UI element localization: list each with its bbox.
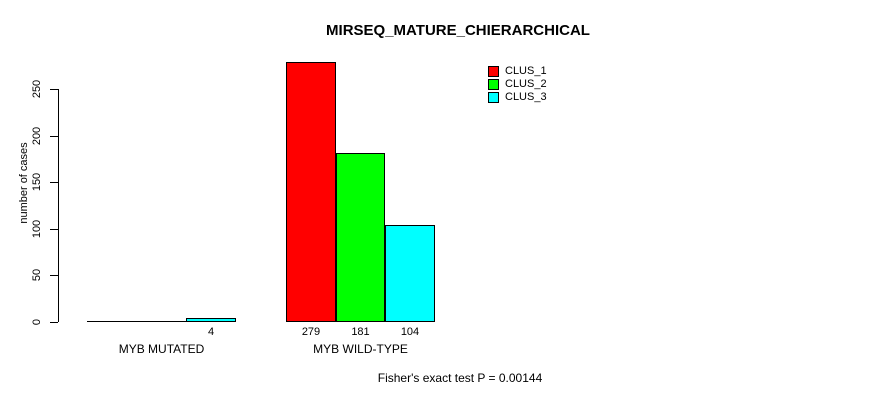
- stat-test-label: Fisher's exact test P = 0.00144: [377, 371, 543, 385]
- bar: [137, 321, 186, 322]
- legend-swatch: [488, 66, 499, 77]
- bar-value-label: 181: [351, 326, 370, 338]
- legend-item-label: CLUS_2: [505, 78, 547, 90]
- y-tick: [50, 182, 58, 183]
- legend-item-label: CLUS_3: [505, 91, 547, 103]
- y-tick: [50, 322, 58, 323]
- chart-title: MIRSEQ_MATURE_CHIERARCHICAL: [326, 22, 590, 39]
- category-label: MYB MUTATED: [118, 342, 205, 356]
- y-tick-label: 100: [31, 219, 43, 239]
- y-tick-label: 150: [31, 172, 43, 192]
- category-label: MYB WILD-TYPE: [313, 342, 408, 356]
- y-tick: [50, 89, 58, 90]
- y-tick-label: 250: [31, 79, 43, 99]
- bar: [186, 318, 236, 322]
- y-tick: [50, 136, 58, 137]
- y-tick-label: 200: [31, 126, 43, 146]
- legend-swatch: [488, 92, 499, 103]
- bar: [385, 225, 435, 322]
- y-tick: [50, 229, 58, 230]
- y-tick: [50, 275, 58, 276]
- y-axis-label: number of cases: [18, 142, 30, 224]
- bar: [336, 153, 385, 322]
- legend-swatch: [488, 79, 499, 90]
- legend-item: CLUS_2: [488, 78, 547, 91]
- bar-value-label: 279: [301, 326, 321, 338]
- y-axis-line: [58, 89, 59, 322]
- y-tick-label: 0: [31, 318, 43, 326]
- legend: CLUS_1 CLUS_2 CLUS_3: [488, 65, 547, 104]
- bar: [286, 62, 336, 322]
- bar-value-label: 4: [207, 326, 215, 338]
- bar-value-label: 104: [400, 326, 420, 338]
- legend-item-label: CLUS_1: [505, 65, 547, 77]
- bar: [87, 321, 137, 322]
- legend-item: CLUS_1: [488, 65, 547, 78]
- y-tick-label: 50: [31, 268, 43, 282]
- legend-item: CLUS_3: [488, 91, 547, 104]
